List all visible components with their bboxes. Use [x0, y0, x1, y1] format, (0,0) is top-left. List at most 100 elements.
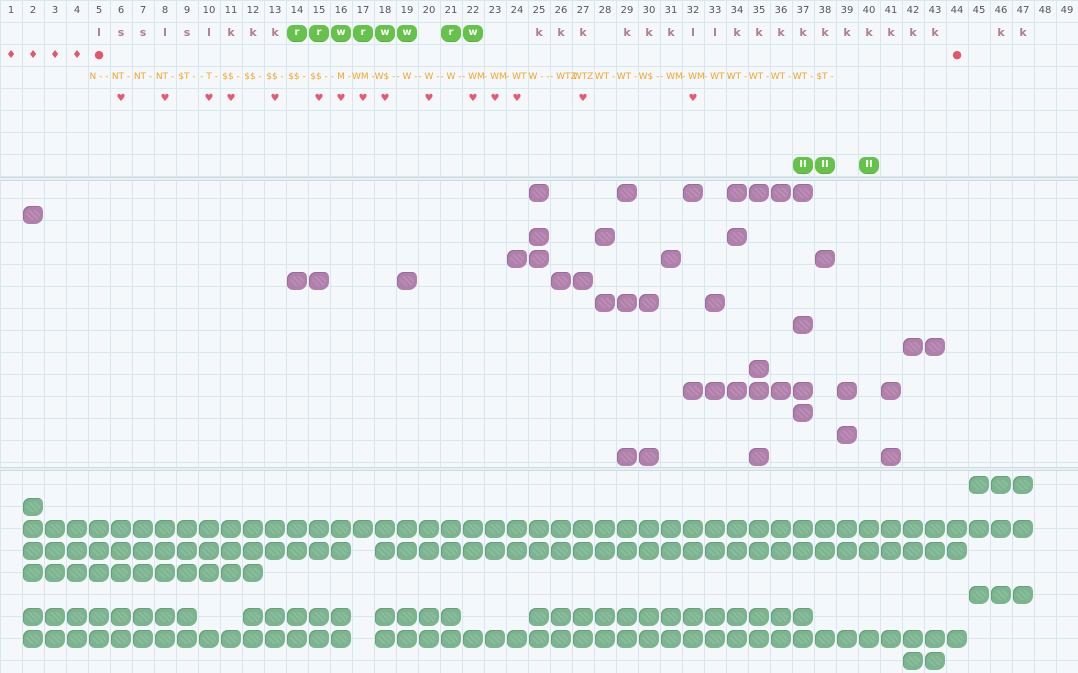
letter-marker[interactable]: k: [623, 26, 631, 39]
purple-block[interactable]: [792, 182, 814, 204]
step-badge[interactable]: r: [354, 25, 372, 41]
code-label[interactable]: - WT -: [704, 72, 731, 82]
green-block[interactable]: [220, 628, 242, 650]
step-badge[interactable]: r: [442, 25, 460, 41]
green-block[interactable]: [22, 540, 44, 562]
green-block[interactable]: [176, 562, 198, 584]
code-label[interactable]: W$ -: [638, 72, 660, 82]
heart-icon[interactable]: ♥: [468, 93, 478, 104]
code-label[interactable]: WM -: [352, 72, 375, 82]
heart-icon[interactable]: ♥: [160, 93, 170, 104]
purple-block[interactable]: [528, 226, 550, 248]
purple-block[interactable]: [506, 248, 528, 270]
code-label[interactable]: $$ -: [244, 72, 262, 82]
green-block[interactable]: [176, 518, 198, 540]
green-block[interactable]: [858, 628, 880, 650]
letter-marker[interactable]: k: [931, 26, 939, 39]
green-block[interactable]: [198, 562, 220, 584]
heart-icon[interactable]: ♥: [270, 93, 280, 104]
green-block[interactable]: [22, 496, 44, 518]
purple-block[interactable]: [616, 446, 638, 468]
heart-icon[interactable]: ♥: [226, 93, 236, 104]
code-label[interactable]: $$ -: [222, 72, 240, 82]
green-block[interactable]: [66, 606, 88, 628]
green-block[interactable]: [286, 628, 308, 650]
code-label[interactable]: WT -: [748, 72, 770, 82]
purple-block[interactable]: [638, 446, 660, 468]
green-block[interactable]: [88, 540, 110, 562]
green-block[interactable]: [352, 518, 374, 540]
green-block[interactable]: [154, 562, 176, 584]
green-block[interactable]: [990, 474, 1012, 496]
green-block[interactable]: [484, 540, 506, 562]
heart-icon[interactable]: ♥: [578, 93, 588, 104]
green-block[interactable]: [176, 540, 198, 562]
letter-marker[interactable]: k: [997, 26, 1005, 39]
drop-marker[interactable]: ♦: [28, 48, 38, 61]
code-label[interactable]: W - -: [528, 72, 550, 82]
green-block[interactable]: [198, 518, 220, 540]
heart-icon[interactable]: ♥: [380, 93, 390, 104]
green-block[interactable]: [1012, 584, 1034, 606]
green-block[interactable]: [726, 518, 748, 540]
green-block[interactable]: [1012, 518, 1034, 540]
green-block[interactable]: [792, 628, 814, 650]
code-label[interactable]: WT -: [792, 72, 814, 82]
code-label[interactable]: - WTZ: [550, 72, 577, 82]
drop-marker[interactable]: ♦: [6, 48, 16, 61]
step-badge[interactable]: w: [376, 25, 394, 41]
step-badge[interactable]: w: [464, 25, 482, 41]
green-block[interactable]: [264, 628, 286, 650]
code-label[interactable]: NT -: [133, 72, 153, 82]
heart-icon[interactable]: ♥: [204, 93, 214, 104]
green-block[interactable]: [308, 628, 330, 650]
letter-marker[interactable]: s: [183, 26, 191, 39]
green-block[interactable]: [462, 628, 484, 650]
green-block[interactable]: [572, 518, 594, 540]
purple-block[interactable]: [594, 226, 616, 248]
letter-marker[interactable]: k: [843, 26, 851, 39]
green-block[interactable]: [154, 606, 176, 628]
code-label[interactable]: $$ -: [266, 72, 284, 82]
green-block[interactable]: [1012, 474, 1034, 496]
purple-block[interactable]: [770, 182, 792, 204]
green-block[interactable]: [132, 562, 154, 584]
green-block[interactable]: [726, 606, 748, 628]
green-block[interactable]: [528, 628, 550, 650]
pause-badge[interactable]: II: [794, 157, 812, 173]
green-block[interactable]: [748, 540, 770, 562]
green-block[interactable]: [836, 628, 858, 650]
letter-marker[interactable]: k: [535, 26, 543, 39]
purple-block[interactable]: [704, 380, 726, 402]
code-label[interactable]: - WT -: [506, 72, 533, 82]
green-block[interactable]: [242, 540, 264, 562]
code-label[interactable]: - WM: [484, 72, 507, 82]
badge-cell[interactable]: w: [374, 22, 396, 44]
badge-cell[interactable]: r: [440, 22, 462, 44]
green-block[interactable]: [132, 540, 154, 562]
purple-block[interactable]: [814, 248, 836, 270]
green-block[interactable]: [770, 540, 792, 562]
purple-block[interactable]: [924, 336, 946, 358]
green-block[interactable]: [770, 518, 792, 540]
green-block[interactable]: [616, 518, 638, 540]
green-block[interactable]: [594, 540, 616, 562]
green-block[interactable]: [946, 540, 968, 562]
green-block[interactable]: [924, 518, 946, 540]
green-block[interactable]: [286, 518, 308, 540]
letter-marker[interactable]: k: [557, 26, 565, 39]
green-block[interactable]: [462, 540, 484, 562]
purple-block[interactable]: [792, 380, 814, 402]
green-block[interactable]: [902, 518, 924, 540]
green-block[interactable]: [902, 628, 924, 650]
pause-badge-cell[interactable]: II: [814, 154, 836, 176]
letter-marker[interactable]: k: [865, 26, 873, 39]
letter-marker[interactable]: l: [207, 26, 211, 39]
green-block[interactable]: [22, 606, 44, 628]
green-block[interactable]: [682, 628, 704, 650]
code-label[interactable]: WT -: [594, 72, 616, 82]
code-label[interactable]: W$ -: [374, 72, 396, 82]
green-block[interactable]: [330, 606, 352, 628]
letter-marker[interactable]: k: [249, 26, 257, 39]
purple-block[interactable]: [660, 248, 682, 270]
